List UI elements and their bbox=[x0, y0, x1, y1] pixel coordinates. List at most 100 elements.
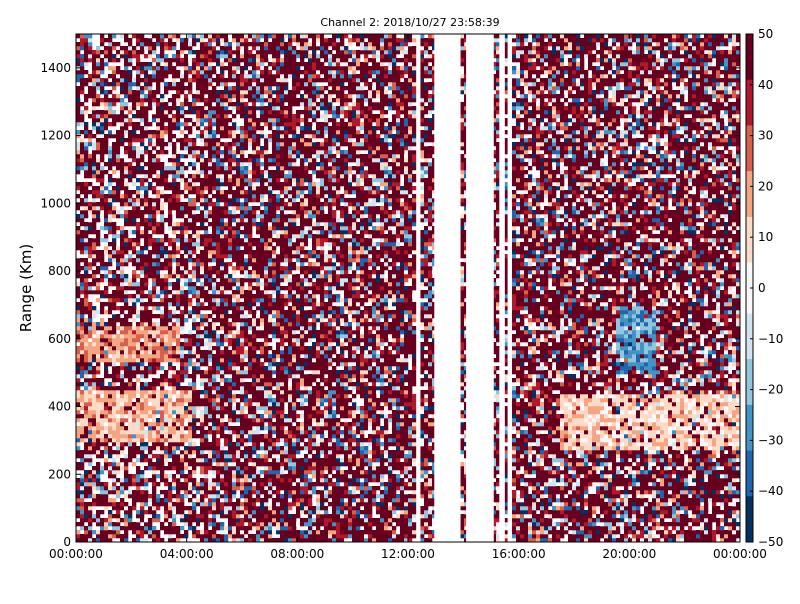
heatmap-cell bbox=[104, 358, 109, 363]
heatmap-cell bbox=[136, 434, 141, 439]
heatmap-cell bbox=[108, 406, 113, 411]
heatmap-cell bbox=[224, 178, 229, 183]
heatmap-cell bbox=[196, 346, 201, 351]
heatmap-cell bbox=[256, 518, 261, 523]
heatmap-cell bbox=[76, 354, 81, 359]
heatmap-cell bbox=[204, 130, 209, 135]
heatmap-cell bbox=[176, 266, 181, 271]
heatmap-cell bbox=[124, 434, 129, 439]
heatmap-cell bbox=[124, 414, 129, 419]
heatmap-cell bbox=[104, 146, 109, 151]
heatmap-cell bbox=[124, 506, 129, 511]
heatmap-cell bbox=[252, 498, 257, 503]
heatmap-cell bbox=[168, 206, 173, 211]
heatmap-cell bbox=[172, 502, 177, 507]
heatmap-cell bbox=[236, 282, 241, 287]
heatmap-cell bbox=[228, 354, 233, 359]
heatmap-cell bbox=[100, 118, 105, 123]
heatmap-cell bbox=[124, 406, 129, 411]
heatmap-cell bbox=[96, 418, 101, 423]
heatmap-cell bbox=[192, 94, 197, 99]
heatmap-cell bbox=[228, 454, 233, 459]
heatmap-cell bbox=[160, 366, 165, 371]
heatmap-cell bbox=[200, 350, 205, 355]
heatmap-cell bbox=[176, 94, 181, 99]
heatmap-cell bbox=[256, 270, 261, 275]
heatmap-cell bbox=[220, 170, 225, 175]
heatmap-cell bbox=[240, 322, 245, 327]
heatmap-cell bbox=[256, 198, 261, 203]
heatmap-cell bbox=[80, 258, 85, 263]
heatmap-cell bbox=[228, 382, 233, 387]
heatmap-cell bbox=[112, 534, 117, 539]
heatmap-cell bbox=[124, 238, 129, 243]
heatmap-cell bbox=[164, 234, 169, 239]
heatmap-cell bbox=[256, 86, 261, 91]
heatmap-cell bbox=[108, 58, 113, 63]
heatmap-cell bbox=[200, 514, 205, 519]
heatmap-cell bbox=[248, 178, 253, 183]
heatmap-cell bbox=[144, 394, 149, 399]
heatmap-cell bbox=[152, 538, 157, 543]
heatmap-cell bbox=[100, 274, 105, 279]
heatmap-cell bbox=[252, 42, 257, 47]
heatmap-cell bbox=[212, 390, 217, 395]
heatmap-cell bbox=[128, 450, 133, 455]
heatmap-cell bbox=[84, 174, 89, 179]
heatmap-cell bbox=[208, 466, 213, 471]
heatmap-cell bbox=[196, 90, 201, 95]
heatmap-cell bbox=[140, 402, 145, 407]
heatmap-cell bbox=[84, 482, 89, 487]
heatmap-cell bbox=[164, 374, 169, 379]
heatmap-cell bbox=[80, 34, 85, 39]
heatmap-cell bbox=[260, 146, 265, 151]
heatmap-cell bbox=[216, 206, 221, 211]
heatmap-cell bbox=[120, 162, 125, 167]
heatmap-cell bbox=[116, 354, 121, 359]
heatmap-cell bbox=[160, 478, 165, 483]
heatmap-cell bbox=[200, 122, 205, 127]
heatmap-cell bbox=[76, 462, 81, 467]
heatmap-cell bbox=[216, 362, 221, 367]
heatmap-cell bbox=[100, 250, 105, 255]
heatmap-cell bbox=[240, 310, 245, 315]
heatmap-cell bbox=[144, 266, 149, 271]
heatmap-cell bbox=[124, 122, 129, 127]
heatmap-cell bbox=[232, 214, 237, 219]
heatmap-cell bbox=[80, 266, 85, 271]
heatmap-cell bbox=[96, 154, 101, 159]
heatmap-cell bbox=[188, 154, 193, 159]
heatmap-cell bbox=[224, 290, 229, 295]
heatmap-cell bbox=[256, 302, 261, 307]
heatmap-cell bbox=[100, 422, 105, 427]
heatmap-cell bbox=[112, 394, 117, 399]
heatmap-cell bbox=[136, 102, 141, 107]
heatmap-cell bbox=[76, 538, 81, 543]
heatmap-cell bbox=[216, 534, 221, 539]
heatmap-cell bbox=[112, 350, 117, 355]
heatmap-cell bbox=[140, 502, 145, 507]
heatmap-cell bbox=[84, 214, 89, 219]
heatmap-cell bbox=[148, 314, 153, 319]
heatmap-cell bbox=[124, 494, 129, 499]
heatmap-cell bbox=[124, 466, 129, 471]
heatmap-cell bbox=[96, 494, 101, 499]
heatmap-cell bbox=[152, 186, 157, 191]
heatmap-cell bbox=[208, 270, 213, 275]
heatmap-cell bbox=[220, 326, 225, 331]
heatmap-cell bbox=[88, 394, 93, 399]
heatmap-cell bbox=[228, 502, 233, 507]
heatmap-cell bbox=[96, 510, 101, 515]
heatmap-cell bbox=[176, 58, 181, 63]
heatmap-cell bbox=[140, 410, 145, 415]
heatmap-cell bbox=[112, 474, 117, 479]
heatmap-cell bbox=[136, 274, 141, 279]
heatmap-cell bbox=[164, 530, 169, 535]
heatmap-cell bbox=[224, 250, 229, 255]
heatmap-cell bbox=[128, 254, 133, 259]
heatmap-cell bbox=[148, 234, 153, 239]
heatmap-cell bbox=[208, 246, 213, 251]
heatmap-cell bbox=[220, 178, 225, 183]
heatmap-cell bbox=[140, 194, 145, 199]
heatmap-cell bbox=[176, 294, 181, 299]
